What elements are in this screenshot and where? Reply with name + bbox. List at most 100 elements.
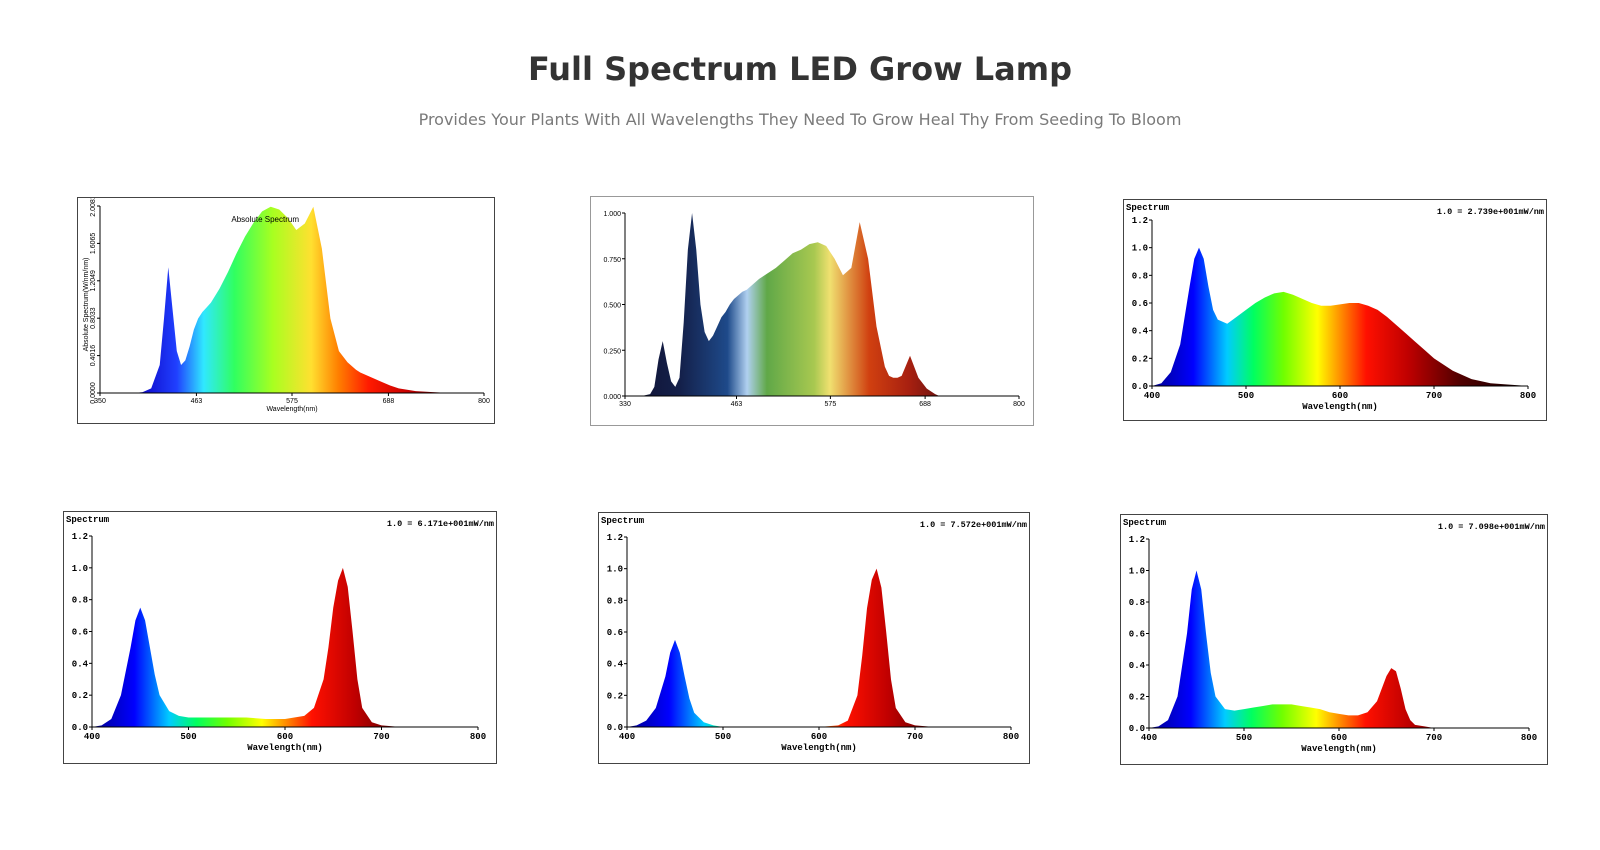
x-tick-label: 800 [470,732,486,742]
y-tick-label: 0.6 [1132,299,1148,309]
x-tick-label: 400 [1144,391,1160,401]
y-tick-label: 0.2 [1132,354,1148,364]
y-tick-label: 1.2 [607,533,623,543]
y-tick-label: 0.8 [607,596,623,606]
y-tick-label: 0.2 [607,691,623,701]
x-tick-label: 688 [383,398,395,405]
x-axis-label: Wavelength(nm) [266,406,317,413]
x-axis-label: Wavelength(nm) [781,743,857,753]
y-tick-label: 0.0000 [90,382,97,404]
y-tick-label: 0.0 [1129,724,1145,734]
x-tick-label: 330 [619,401,631,408]
x-tick-label: 500 [715,732,731,742]
y-tick-label: 0.2 [72,691,88,701]
chart-title: Spectrum [1123,518,1167,528]
y-tick-label: 0.000 [603,394,621,401]
page-title: Full Spectrum LED Grow Lamp [527,50,1072,88]
x-tick-label: 463 [191,398,203,405]
x-axis-label: Wavelength(nm) [1301,744,1377,754]
spectrum-area [627,568,1011,727]
normalization-note: 1.0 = 2.739e+001mW/nm [1437,207,1544,217]
x-tick-label: 463 [731,401,743,408]
y-tick-label: 0.0 [1132,382,1148,392]
x-tick-label: 800 [478,398,490,405]
y-tick-label: 0.500 [603,303,621,310]
y-tick-label: 1.2 [1129,535,1145,545]
chart-title: Spectrum [1126,203,1170,213]
page-subtitle: Provides Your Plants With All Wavelength… [418,110,1182,129]
x-tick-label: 600 [1332,391,1348,401]
spectrum-chart-2: 330 463 575 688 800 0.000 0.250 0.500 0.750 1.000 [590,196,1034,426]
x-tick-label: 600 [1331,733,1347,743]
y-tick-label: 1.0 [1132,244,1148,254]
y-tick-label: 1.2049 [90,270,97,292]
x-tick-label: 700 [1426,733,1442,743]
y-tick-label: 1.000 [603,211,621,218]
spectrum-svg: 400 500 600 700 800 0.0 0.2 0.4 0.6 0.8 1.0 1.2 Wave… [1123,518,1545,754]
x-tick-label: 700 [1426,391,1442,401]
y-tick-label: 0.6 [72,628,88,638]
x-tick-label: 688 [919,401,931,408]
y-axis-label: Absolute Spectrum(W/nm/nm) [83,258,90,352]
x-tick-label: 400 [619,732,635,742]
y-tick-label: 0.8 [1129,598,1145,608]
y-tick-label: 0.4 [607,660,624,670]
x-tick-label: 600 [277,732,293,742]
y-tick-label: 0.6 [1129,630,1145,640]
y-tick-label: 0.0 [72,723,88,733]
x-tick-label: 500 [1236,733,1252,743]
y-tick-label: 0.2 [1129,693,1145,703]
spectrum-chart-1: 350 463 575 688 800 0.0000 0.4016 0.8033 1.2049 1… [77,197,495,424]
normalization-note: 1.0 = 7.572e+001mW/nm [920,520,1027,530]
x-tick-label: 800 [1521,733,1537,743]
y-tick-label: 0.8 [1132,271,1148,281]
y-tick-label: 0.6 [607,628,623,638]
x-tick-label: 700 [373,732,389,742]
x-tick-label: 500 [180,732,196,742]
y-tick-label: 1.2 [1132,216,1148,226]
x-tick-label: 400 [84,732,100,742]
y-tick-label: 0.4 [1132,327,1149,337]
y-tick-label: 0.750 [603,257,621,264]
y-tick-label: 0.4016 [90,345,97,367]
y-tick-label: 0.250 [603,348,621,355]
y-tick-label: 0.4 [1129,661,1146,671]
spectrum-area [1149,570,1529,728]
y-tick-label: 1.0 [607,565,623,575]
y-tick-label: 0.0 [607,723,623,733]
normalization-note: 1.0 = 6.171e+001mW/nm [387,519,494,529]
spectrum-svg: 400 500 600 700 800 0.0 0.2 0.4 0.6 0.8 1.0 1.2 Wave… [1126,203,1544,412]
chart-title: Spectrum [601,516,645,526]
x-tick-label: 600 [811,732,827,742]
y-tick-label: 2.0081 [90,198,97,217]
spectrum-svg: 400 500 600 700 800 0.0 0.2 0.4 0.6 0.8 1.0 1.2 Wave… [601,516,1027,753]
x-axis-label: Wavelength(nm) [247,743,323,753]
y-tick-label: 1.2 [72,532,88,542]
spectrum-chart-6: 400 500 600 700 800 0.0 0.2 0.4 0.6 0.8 1.0 1.2 Wave… [1120,514,1548,765]
x-tick-label: 800 [1013,401,1025,408]
chart-title: Absolute Spectrum [231,215,299,224]
spectrum-chart-5: 400 500 600 700 800 0.0 0.2 0.4 0.6 0.8 1.0 1.2 Wave… [598,512,1030,764]
x-tick-label: 350 [94,398,106,405]
spectrum-area [625,213,1019,396]
x-tick-label: 800 [1520,391,1536,401]
y-tick-label: 1.0 [72,564,88,574]
spectrum-svg: 350 463 575 688 800 0.0000 0.4016 0.8033 1.2049 1… [83,198,490,413]
spectrum-svg: 400 500 600 700 800 0.0 0.2 0.4 0.6 0.8 1.0 1.2 Wave… [66,515,494,753]
y-tick-label: 0.8 [72,596,88,606]
chart-title: Spectrum [66,515,110,525]
x-tick-label: 500 [1238,391,1254,401]
y-tick-label: 0.4 [72,659,89,669]
spectrum-chart-4: 400 500 600 700 800 0.0 0.2 0.4 0.6 0.8 1.0 1.2 Wave… [63,511,497,764]
normalization-note: 1.0 = 7.098e+001mW/nm [1438,522,1545,532]
y-tick-label: 1.6065 [90,233,97,255]
y-tick-label: 1.0 [1129,567,1145,577]
x-tick-label: 800 [1003,732,1019,742]
x-tick-label: 575 [286,398,298,405]
y-tick-label: 0.8033 [90,307,97,329]
spectrum-area [100,206,484,393]
x-tick-label: 400 [1141,733,1157,743]
x-axis-label: Wavelength(nm) [1302,402,1378,412]
spectrum-area [92,567,478,727]
spectrum-area [1152,247,1528,386]
